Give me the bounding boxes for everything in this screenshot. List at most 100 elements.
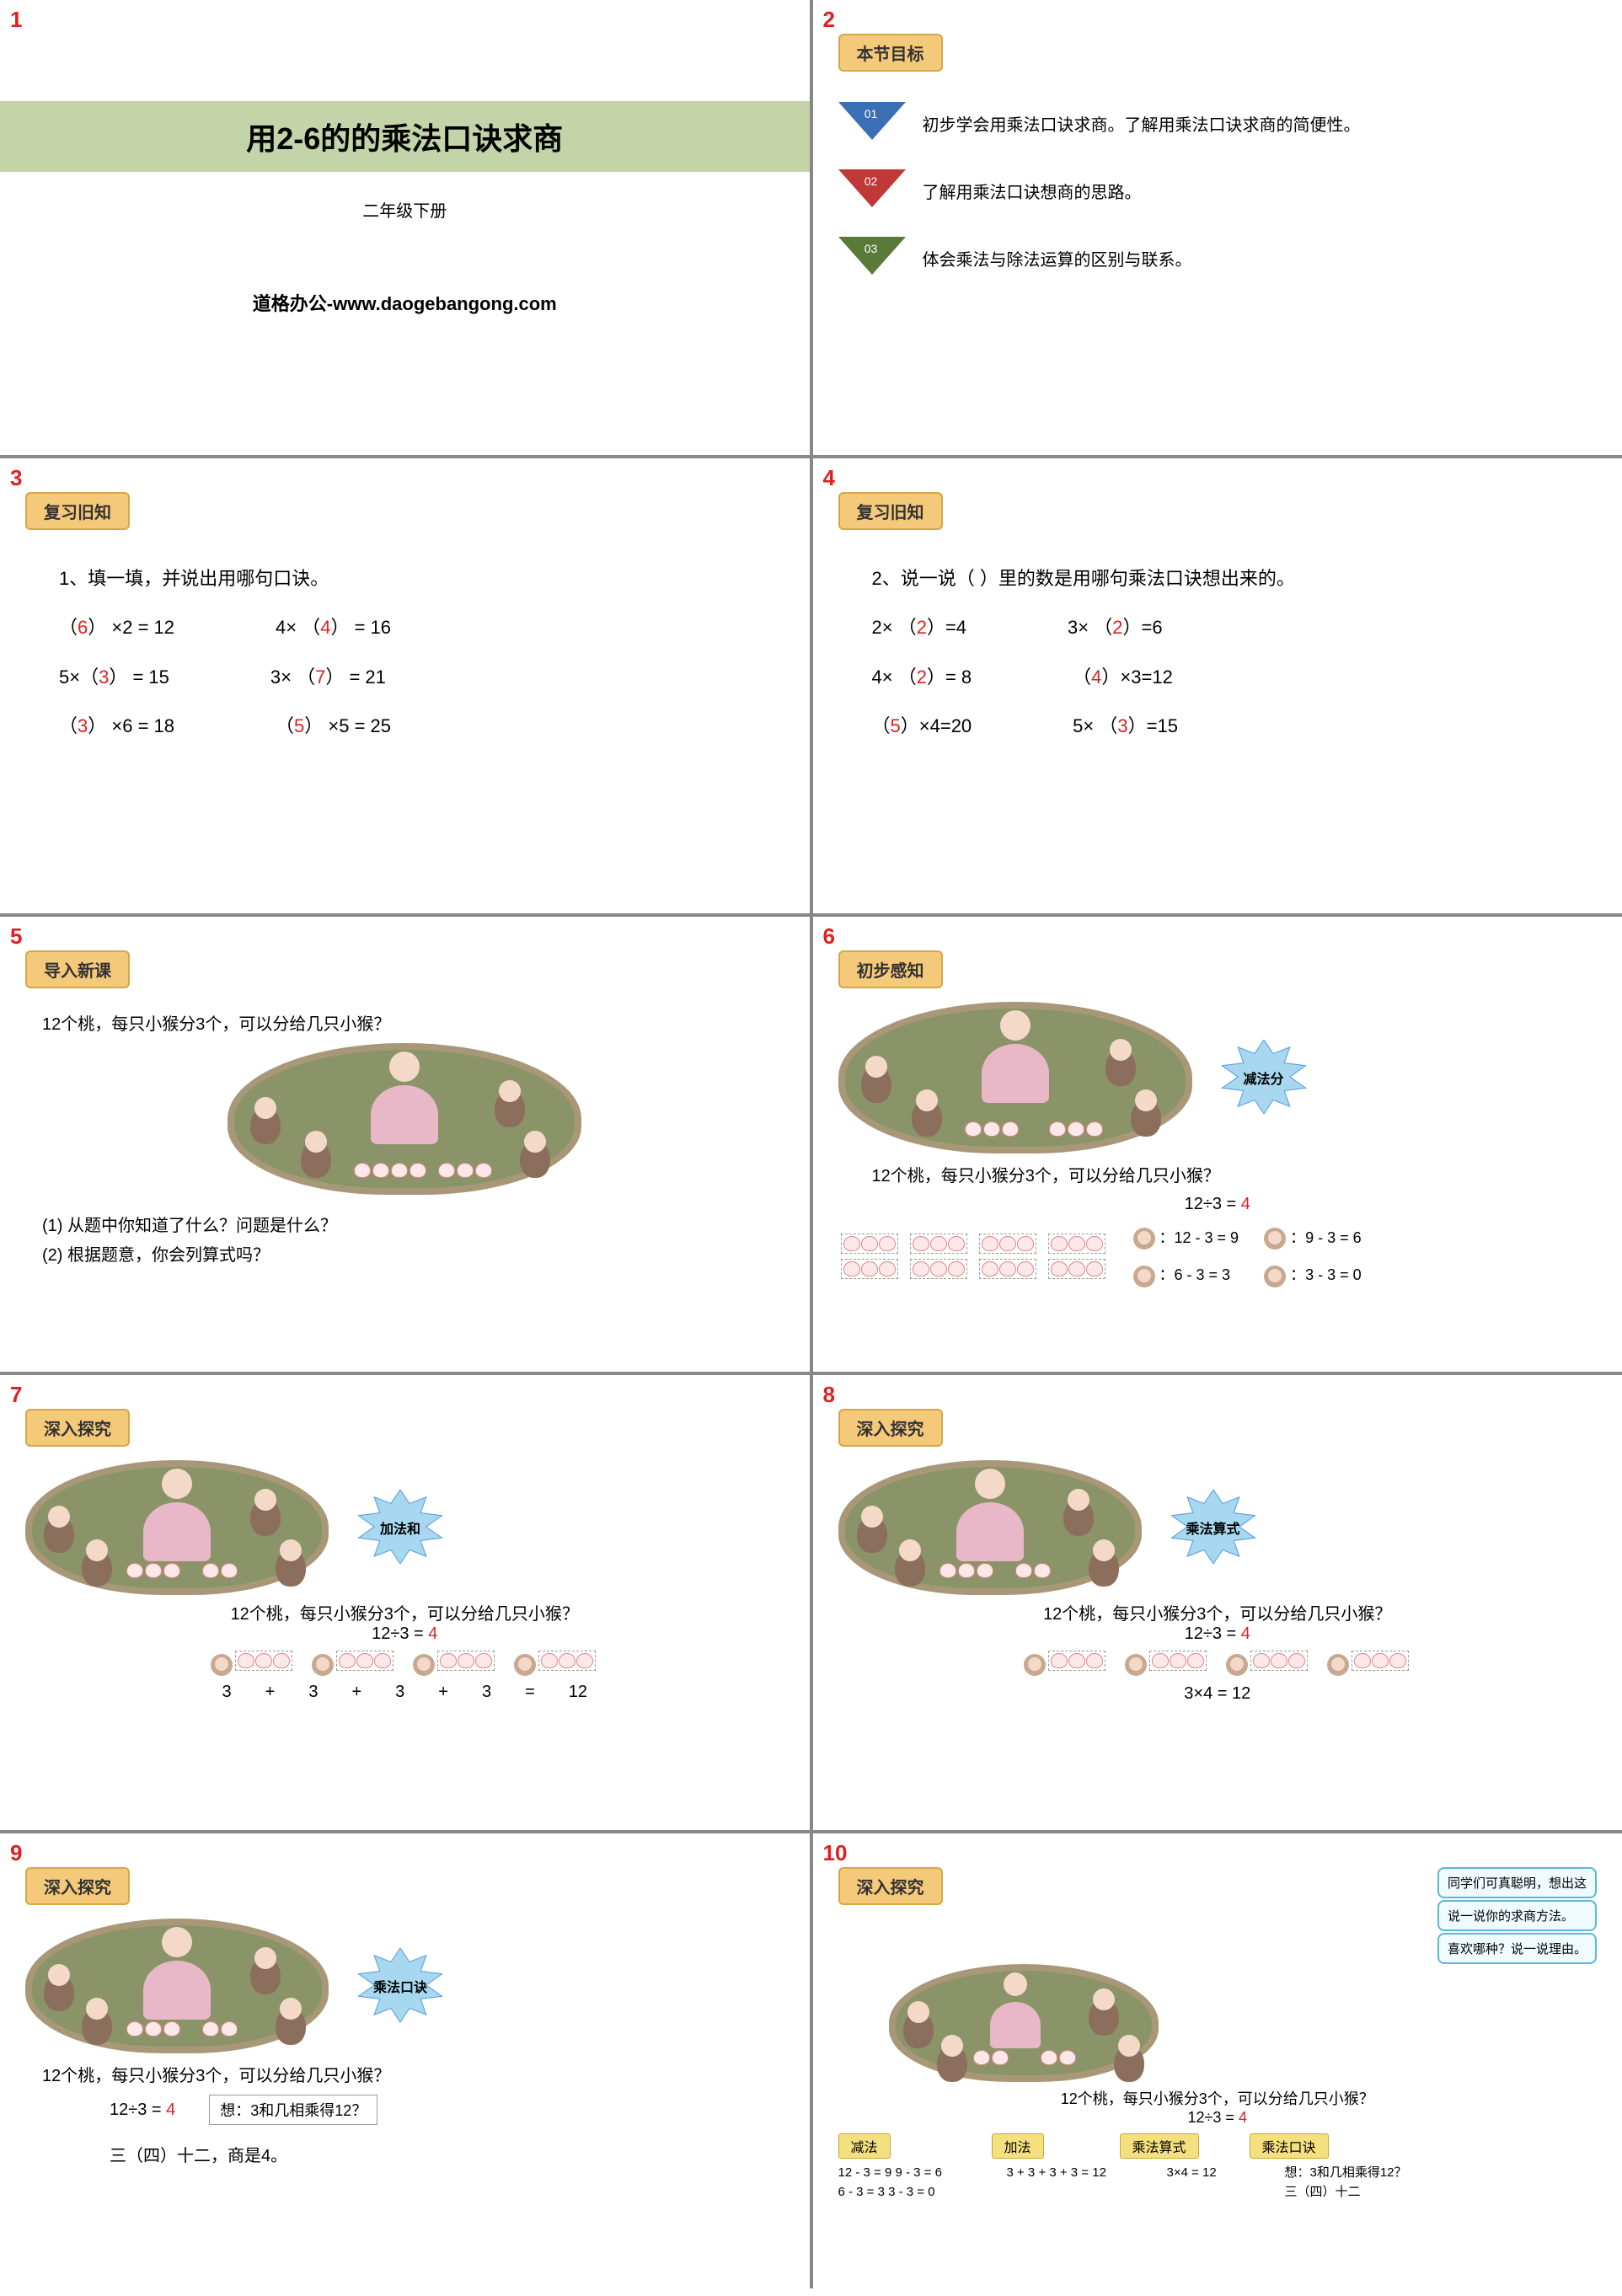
slide-number: 2 <box>823 7 835 33</box>
goal-text: 初步学会用乘法口诀求商。了解用乘法口诀求商的简便性。 <box>923 111 1598 136</box>
goal-2: 02 了解用乘法口诀想商的思路。 <box>838 169 1598 211</box>
monkey-icon <box>514 1654 536 1676</box>
section-badge: 复习旧知 <box>838 492 943 530</box>
starburst-label: 减法分 <box>1218 1040 1310 1116</box>
slide-10: 10 深入探究 同学们可真聪明，想出这 说一说你的求商方法。 喜欢哪种？说一说理… <box>813 1833 1622 2288</box>
slide-6: 6 初步感知 减法分 12个桃，每只小猴分3个，可以分给几只小猴？ 12÷3 =… <box>813 917 1622 1372</box>
equation: （3） ×6 = 18 <box>59 706 174 747</box>
equation-row: （6） ×2 = 12 4× （4） = 16 <box>59 607 751 648</box>
sub-question-1: (1) 从题中你知道了什么？问题是什么？ <box>42 1212 768 1236</box>
section-badge: 复习旧知 <box>25 492 130 530</box>
question: 12个桃，每只小猴分3个，可以分给几只小猴？ <box>838 2087 1598 2109</box>
slide-number: 4 <box>823 465 835 491</box>
section-badge: 深入探究 <box>25 1867 130 1905</box>
speech-bubbles: 同学们可真聪明，想出这 说一说你的求商方法。 喜欢哪种？说一说理由。 <box>1437 1867 1597 1964</box>
intro-text: 2、说一说（ ）里的数是用哪句乘法口诀想出来的。 <box>872 559 1564 599</box>
monkey-icon <box>1264 1228 1286 1250</box>
equation-row: （3） ×6 = 18 （5） ×5 = 25 <box>59 706 751 747</box>
monkey-scene-illustration <box>889 1964 1159 2082</box>
question: 12个桃，每只小猴分3个，可以分给几只小猴？ <box>25 1600 784 1624</box>
slide-2: 2 本节目标 01 初步学会用乘法口诀求商。了解用乘法口诀求商的简便性。 02 … <box>813 0 1622 455</box>
section-badge: 深入探究 <box>838 1867 943 1905</box>
section-badge: 深入探究 <box>25 1409 130 1447</box>
monkey-icon <box>1226 1654 1248 1676</box>
main-title: 用2-6的的乘法口诀求商 <box>34 115 776 158</box>
equation: 2× （2）=4 <box>872 607 967 648</box>
equation: （5）×4=20 <box>872 706 972 747</box>
monkey-icon <box>1133 1266 1155 1287</box>
think-box: 想：3和几相乘得12？ <box>209 2095 377 2125</box>
slide-number: 6 <box>823 923 835 950</box>
multiplication: 3×4 = 12 <box>838 1684 1598 1704</box>
monkey-scene-illustration <box>228 1043 581 1195</box>
subtitle: 二年级下册 <box>25 197 784 222</box>
goal-text: 体会乘法与除法运算的区别与联系。 <box>923 246 1598 270</box>
equation: 12÷3 = 4 <box>25 1624 784 1644</box>
monkey-icon <box>1327 1654 1349 1676</box>
slide-number: 10 <box>823 1840 848 1866</box>
monkey-scene-illustration <box>25 1460 329 1595</box>
question: 12个桃，每只小猴分3个，可以分给几只小猴？ <box>42 2062 768 2086</box>
equation-row: 4× （2）= 8 （4）×3=12 <box>872 657 1564 698</box>
monkey-scene-illustration <box>25 1919 329 2053</box>
slide-7: 7 深入探究 加法和 12个桃，每只小猴分3个，可以分给几只小猴？ 12÷3 =… <box>0 1375 810 1830</box>
slide-9: 9 深入探究 乘法口诀 12个桃，每只小猴分3个，可以分给几只小猴？ 12÷3 … <box>0 1833 810 2288</box>
goal-3: 03 体会乘法与除法运算的区别与联系。 <box>838 237 1598 279</box>
monkey-icon <box>1024 1654 1046 1676</box>
equation: 12÷3 = 4 <box>838 1624 1598 1644</box>
monkey-icon <box>1264 1266 1286 1287</box>
monkey-peach-groups <box>25 1651 784 1676</box>
goal-1: 01 初步学会用乘法口诀求商。了解用乘法口诀求商的简便性。 <box>838 102 1598 144</box>
equation-row: 2× （2）=4 3× （2）=6 <box>872 607 1564 648</box>
goal-marker-icon: 03 <box>838 237 906 279</box>
slide-number: 3 <box>10 465 22 491</box>
equation: 5×（3） = 15 <box>59 657 169 698</box>
slide-number: 8 <box>823 1382 835 1408</box>
goal-text: 了解用乘法口诀想商的思路。 <box>923 179 1598 203</box>
method-badges: 减法 加法 乘法算式 乘法口诀 <box>838 2133 1598 2159</box>
starburst-label: 加法和 <box>354 1490 447 1565</box>
equation: 3× （2）=6 <box>1068 607 1163 648</box>
peach-grid <box>838 1228 1108 1284</box>
footer: 道格办公-www.daogebangong.com <box>25 289 784 316</box>
subtraction-steps: ：12 - 3 = 9 ：9 - 3 = 6 ：6 - 3 = 3 ：3 - 3… <box>1133 1223 1370 1291</box>
monkey-icon <box>1133 1228 1155 1250</box>
slide-number: 7 <box>10 1382 22 1408</box>
section-badge: 本节目标 <box>838 34 943 72</box>
addition-equation: 3 + 3 + 3 + 3 = 12 <box>25 1683 784 1702</box>
equation: （4）×3=12 <box>1073 657 1173 698</box>
equation-row: 5×（3） = 15 3× （7） = 21 <box>59 657 751 698</box>
slide-8: 8 深入探究 乘法算式 12个桃，每只小猴分3个，可以分给几只小猴？ 12÷3 … <box>813 1375 1622 1830</box>
speech-1: 同学们可真聪明，想出这 <box>1437 1867 1597 1898</box>
equation: 4× （4） = 16 <box>276 607 391 648</box>
title-bar: 用2-6的的乘法口诀求商 <box>0 101 810 172</box>
section-badge: 深入探究 <box>838 1409 943 1447</box>
equation: 4× （2）= 8 <box>872 657 972 698</box>
question: 12个桃，每只小猴分3个，可以分给几只小猴？ <box>42 1010 768 1035</box>
slide-number: 5 <box>10 923 22 950</box>
equation: 5× （3）=15 <box>1073 706 1178 747</box>
equation: 12÷3 = 4 <box>838 2109 1598 2127</box>
goal-marker-icon: 01 <box>838 102 906 144</box>
equation: （6） ×2 = 12 <box>59 607 174 648</box>
section-badge: 导入新课 <box>25 950 130 988</box>
monkey-peach-groups <box>838 1651 1598 1676</box>
equation-row: （5）×4=20 5× （3）=15 <box>872 706 1564 747</box>
goal-marker-icon: 02 <box>838 169 906 211</box>
starburst-label: 乘法算式 <box>1167 1490 1260 1565</box>
section-badge: 初步感知 <box>838 950 943 988</box>
slide-4: 4 复习旧知 2、说一说（ ）里的数是用哪句乘法口诀想出来的。 2× （2）=4… <box>813 458 1622 913</box>
equation: （5） ×5 = 25 <box>276 706 391 747</box>
question: 12个桃，每只小猴分3个，可以分给几只小猴？ <box>838 1600 1598 1624</box>
monkey-icon <box>1125 1654 1147 1676</box>
content: 2、说一说（ ）里的数是用哪句乘法口诀想出来的。 2× （2）=4 3× （2）=… <box>838 543 1598 764</box>
content: 1、填一填，并说出用哪句口诀。 （6） ×2 = 12 4× （4） = 16 5×… <box>25 543 784 764</box>
equation: 12÷3 = 4 <box>838 1195 1598 1214</box>
slide-number: 1 <box>10 7 22 33</box>
equation: 3× （7） = 21 <box>270 657 386 698</box>
speech-3: 喜欢哪种？说一说理由。 <box>1437 1933 1597 1964</box>
slide-grid: 1 用2-6的的乘法口诀求商 二年级下册 道格办公-www.daogebango… <box>0 0 1622 2288</box>
sub-question-2: (2) 根据题意，你会列算式吗？ <box>42 1241 768 1266</box>
intro-text: 1、填一填，并说出用哪句口诀。 <box>59 559 751 599</box>
question: 12个桃，每只小猴分3个，可以分给几只小猴？ <box>872 1162 1564 1186</box>
